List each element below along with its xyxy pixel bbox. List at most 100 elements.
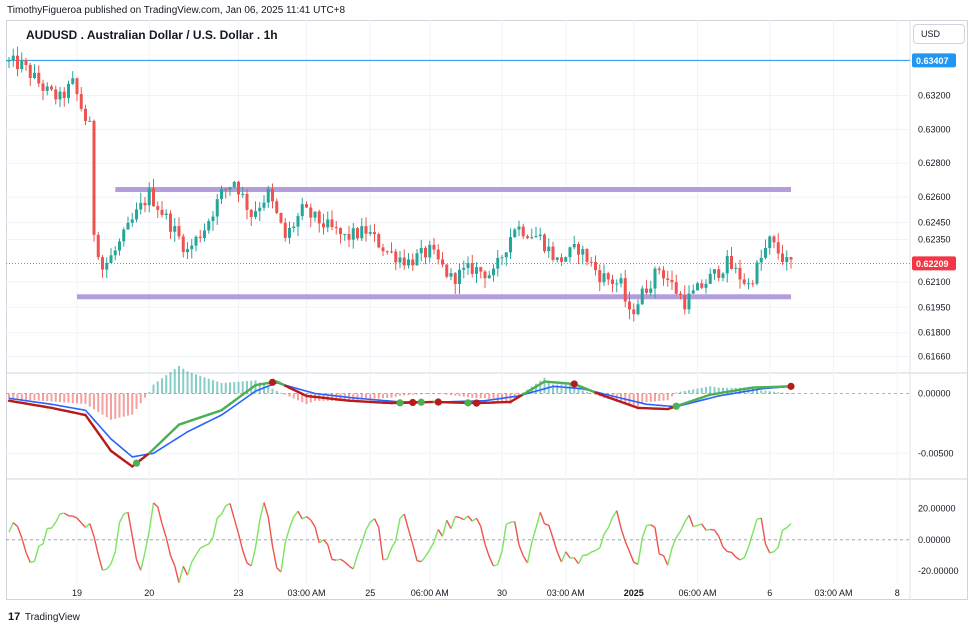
macd-histogram-bar bbox=[539, 380, 542, 394]
macd-histogram-bar bbox=[722, 387, 724, 394]
oscillator-line-segment bbox=[620, 527, 626, 542]
candle-body bbox=[725, 255, 729, 274]
macd-fast-line-segment bbox=[101, 437, 108, 447]
macd-histogram-bar bbox=[458, 393, 461, 397]
macd-histogram-bar bbox=[16, 393, 19, 400]
oscillator-line-segment bbox=[318, 539, 324, 544]
oscillator-line-segment bbox=[764, 543, 771, 554]
oscillator-line-segment bbox=[237, 533, 244, 551]
time-axis-tick-label: 2025 bbox=[624, 588, 644, 598]
macd-histogram-bar bbox=[666, 393, 669, 401]
macd-histogram-bar bbox=[428, 393, 431, 395]
macd-fast-line-segment bbox=[88, 419, 96, 429]
candle-body bbox=[92, 120, 96, 235]
macd-histogram-bar bbox=[97, 393, 100, 412]
oscillator-line-segment bbox=[80, 522, 87, 528]
oscillator-line-segment bbox=[628, 551, 635, 563]
oscillator-line-segment bbox=[250, 547, 257, 567]
oscillator-line-segment bbox=[459, 516, 465, 521]
candle-body bbox=[704, 283, 708, 288]
candle-body bbox=[717, 269, 721, 278]
macd-histogram-bar bbox=[382, 393, 384, 399]
oscillator-line-segment bbox=[701, 523, 707, 531]
candle-body bbox=[317, 211, 321, 224]
macd-histogram-bar bbox=[581, 390, 584, 394]
oscillator-line-segment bbox=[658, 553, 664, 557]
macd-histogram-bar bbox=[118, 393, 121, 418]
candle-body bbox=[381, 247, 385, 252]
oscillator-line-segment bbox=[144, 530, 150, 553]
macd-histogram-bar bbox=[416, 393, 418, 395]
oscillator-line-segment bbox=[577, 554, 584, 565]
macd-histogram-bar bbox=[114, 393, 117, 419]
price-axis-tick-label: 0.62800 bbox=[918, 158, 951, 168]
macd-histogram-bar bbox=[552, 384, 554, 394]
candle-body bbox=[322, 223, 325, 228]
candle-body bbox=[71, 78, 75, 84]
candle-body bbox=[402, 257, 406, 266]
oscillator-line-segment bbox=[63, 512, 69, 517]
candle-body bbox=[194, 236, 198, 246]
candle-body bbox=[513, 229, 517, 238]
candle-body bbox=[67, 83, 70, 98]
macd-signal-dot bbox=[570, 380, 578, 388]
macd-histogram-bar bbox=[84, 393, 87, 405]
candle-body bbox=[547, 246, 551, 252]
candle-body bbox=[632, 309, 636, 315]
candle-body bbox=[411, 259, 415, 266]
oscillator-line-segment bbox=[497, 551, 503, 565]
oscillator-line-segment bbox=[314, 526, 320, 544]
candle-body bbox=[249, 209, 253, 217]
candles bbox=[7, 46, 793, 322]
time-axis-tick-label: 23 bbox=[233, 588, 243, 598]
candle-body bbox=[45, 86, 49, 91]
macd-histogram-bar bbox=[216, 381, 219, 394]
candle-body bbox=[640, 288, 644, 305]
macd-fast-line-segment bbox=[105, 443, 113, 453]
macd-histogram-bar bbox=[144, 393, 146, 398]
candle-body bbox=[504, 252, 508, 258]
oscillator-line-segment bbox=[373, 518, 380, 528]
oscillator-line-segment bbox=[220, 505, 227, 515]
oscillator-line-segment bbox=[72, 515, 78, 519]
oscillator-line-segment bbox=[633, 561, 639, 565]
candle-body bbox=[292, 226, 296, 229]
oscillator-line-segment bbox=[560, 551, 567, 563]
candle-body bbox=[679, 293, 682, 296]
oscillator-line-segment bbox=[123, 511, 129, 515]
candle-body bbox=[768, 236, 772, 248]
oscillator-line-segment bbox=[50, 521, 57, 529]
macd-histogram-bar bbox=[292, 393, 295, 399]
macd-histogram-bar bbox=[165, 375, 168, 394]
candle-body bbox=[37, 72, 41, 84]
macd-histogram-bar bbox=[356, 393, 359, 400]
oscillator-line-segment bbox=[650, 524, 656, 529]
oscillator-line-segment bbox=[455, 515, 460, 519]
candle-body bbox=[54, 89, 58, 100]
candle-body bbox=[377, 234, 381, 248]
candle-body bbox=[462, 267, 466, 270]
oscillator-line-segment bbox=[161, 523, 167, 538]
currency-selector[interactable]: USD bbox=[913, 24, 965, 44]
macd-fast-line-segment bbox=[92, 425, 100, 435]
oscillator-line-segment bbox=[191, 554, 197, 563]
tradingview-footer[interactable]: 17 TradingView bbox=[8, 611, 80, 623]
oscillator-line-segment bbox=[773, 546, 779, 553]
oscillator-line-segment bbox=[157, 506, 163, 524]
oscillator-line-segment bbox=[378, 527, 384, 561]
candle-body bbox=[334, 227, 338, 229]
candle-body bbox=[738, 267, 742, 280]
candle-body bbox=[207, 221, 211, 231]
oscillator-panel bbox=[6, 502, 910, 584]
oscillator-line-segment bbox=[433, 529, 439, 543]
candle-body bbox=[126, 222, 130, 230]
candle-body bbox=[458, 269, 461, 285]
candle-body bbox=[415, 253, 419, 266]
macd-histogram-bar bbox=[139, 393, 142, 404]
macd-histogram-bar bbox=[649, 393, 652, 402]
macd-histogram-bar bbox=[360, 393, 363, 400]
macd-histogram-bar bbox=[190, 372, 193, 394]
candle-body bbox=[254, 211, 257, 217]
oscillator-line-segment bbox=[756, 517, 762, 520]
